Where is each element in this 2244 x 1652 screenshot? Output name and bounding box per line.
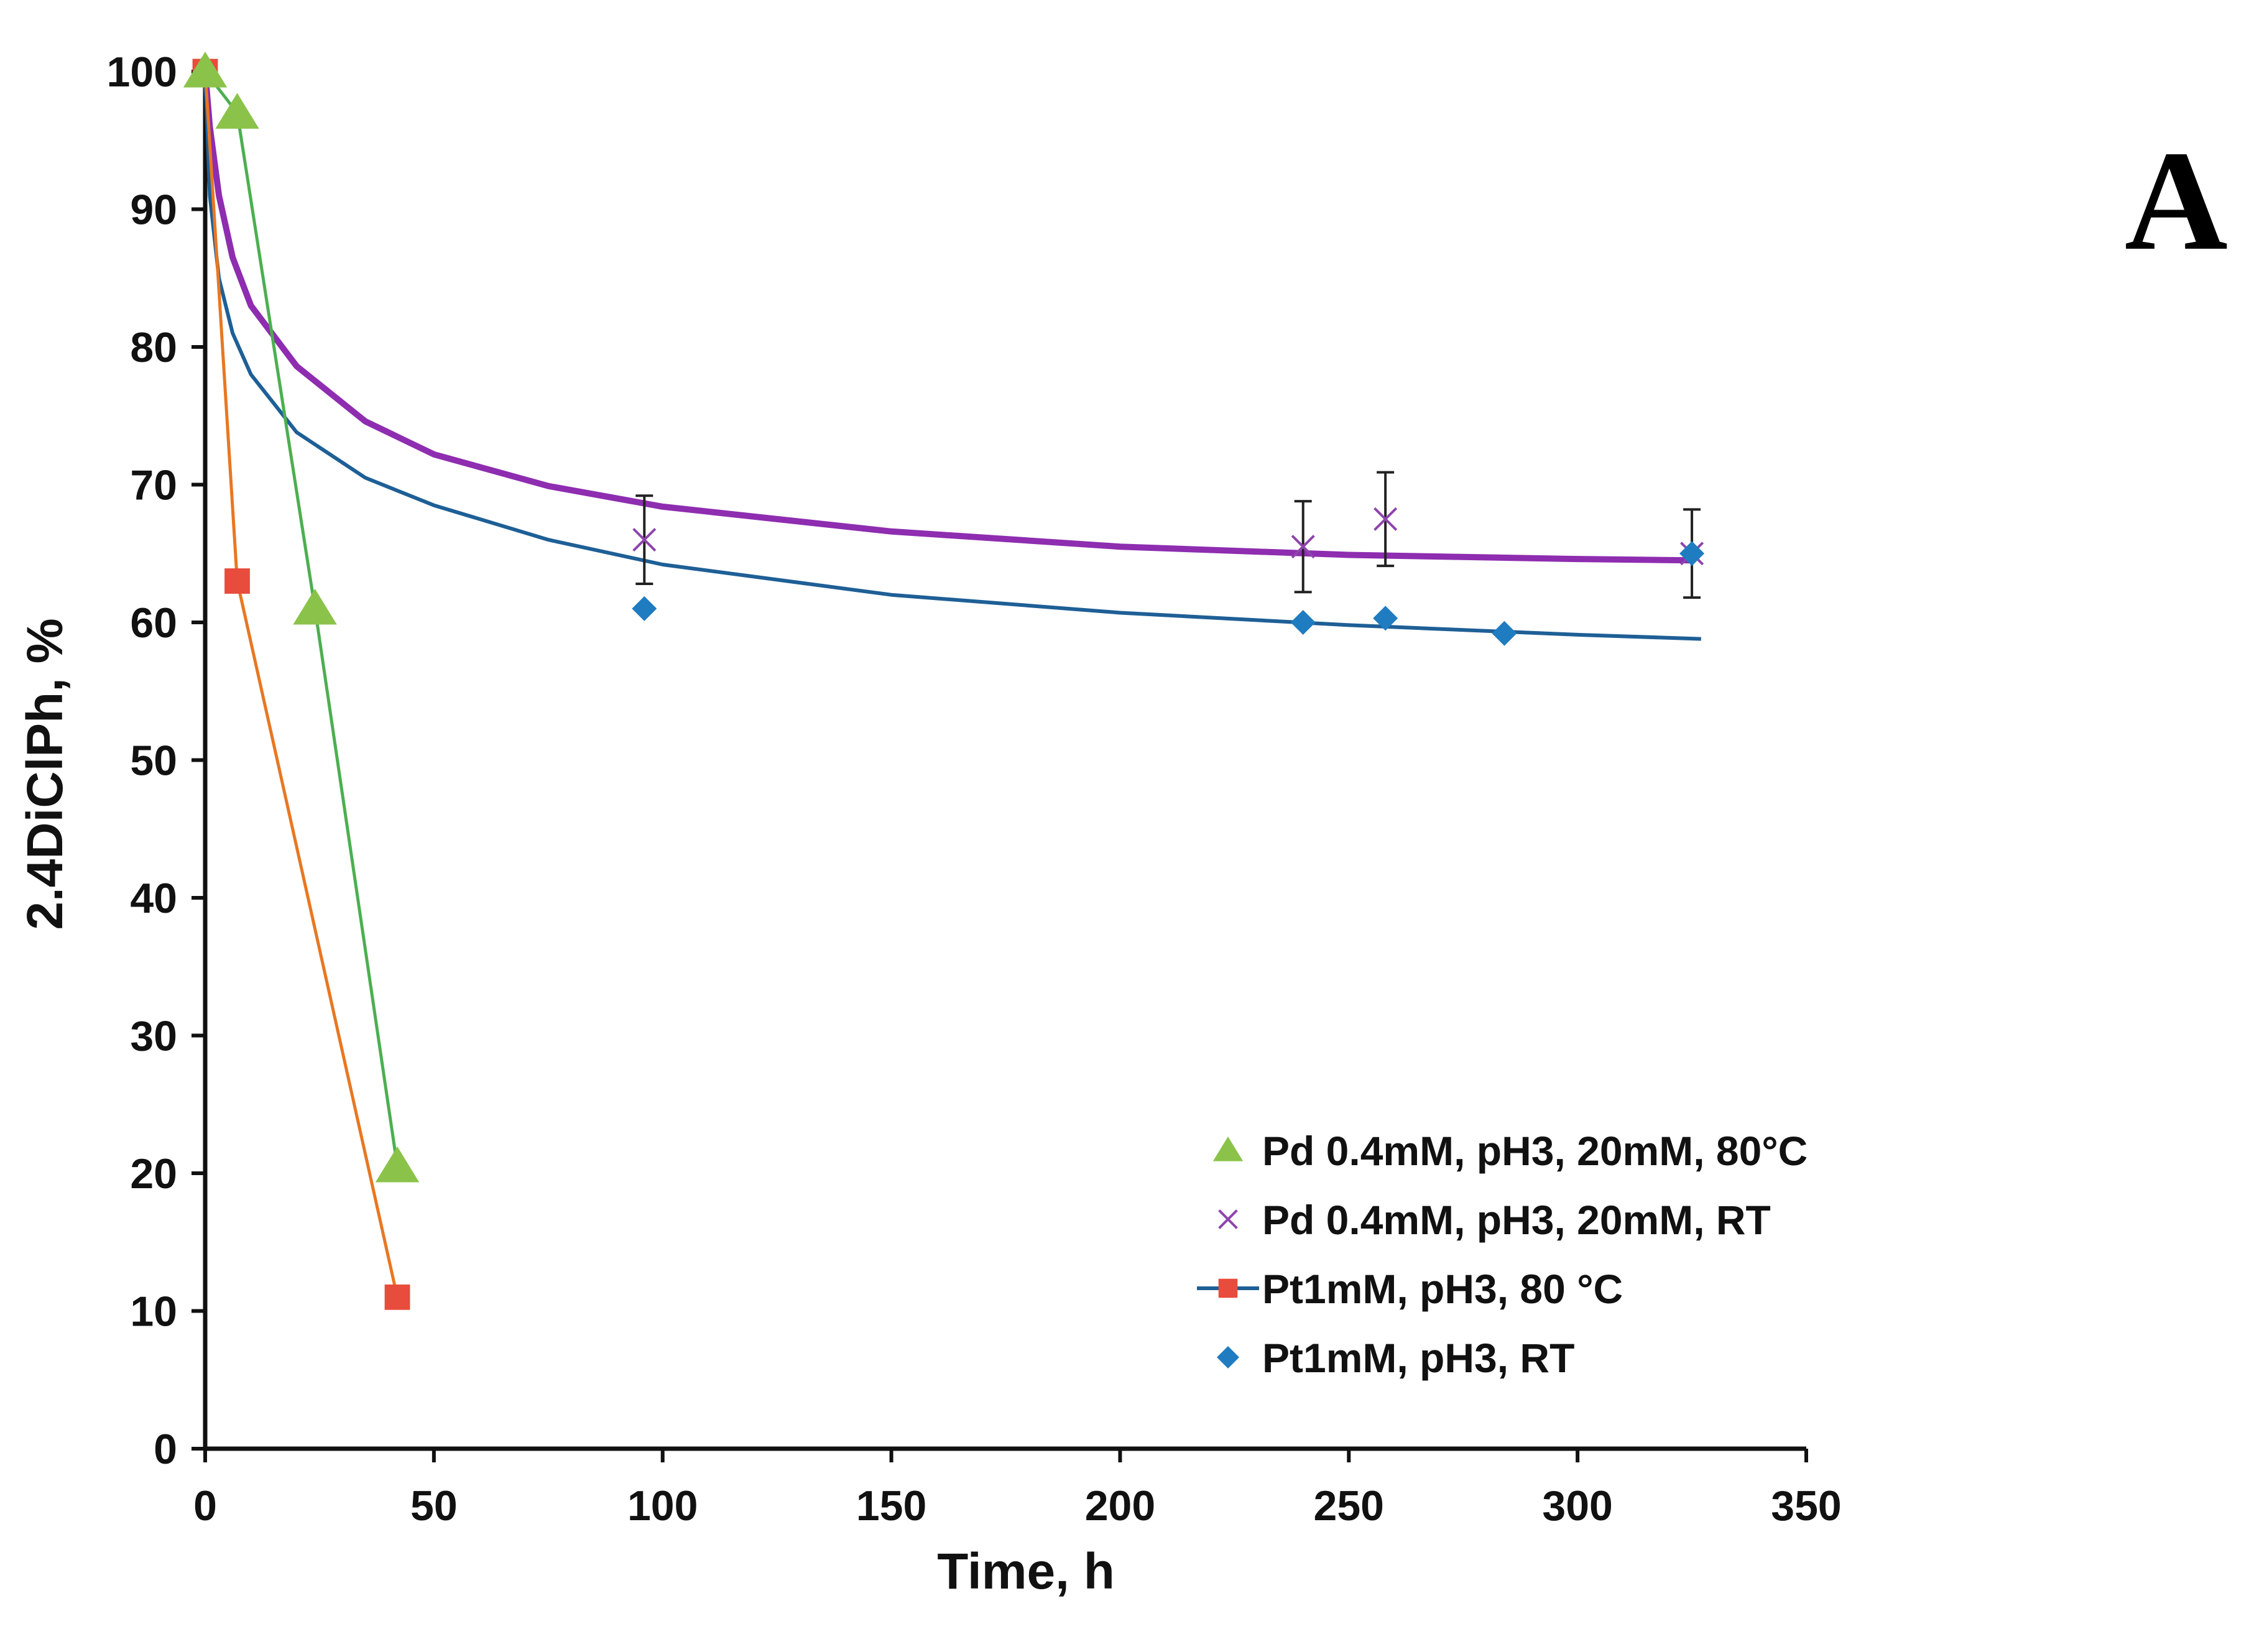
y-tick-label: 100 [107, 48, 177, 96]
legend-marker [1218, 1278, 1238, 1298]
x-marker-stroke [1291, 535, 1315, 559]
x-tick-label: 200 [1085, 1482, 1155, 1530]
data-markers [183, 52, 1705, 1310]
y-axis-title: 2.4DiClPh, % [17, 618, 73, 930]
fit-curve [203, 71, 1701, 641]
x-tick-label: 50 [410, 1482, 458, 1530]
y-tick-label: 20 [130, 1150, 177, 1197]
x-marker-stroke [632, 528, 657, 552]
data-point-diamond [1492, 621, 1517, 646]
y-tick-label: 10 [130, 1288, 177, 1336]
panel-letter: A [2125, 121, 2228, 280]
x-tick-label: 0 [193, 1482, 217, 1530]
fit-curves [202, 71, 1701, 641]
data-point-square [384, 1284, 410, 1310]
data-point-square [224, 568, 250, 594]
data-point-diamond [632, 596, 657, 621]
x-tick-label: 150 [856, 1482, 926, 1530]
axes: 0 50 100 150 200 250 300 350 0 10 20 30 40 50 60 70 80 90… [107, 48, 1842, 1530]
x-marker-stroke [1374, 507, 1398, 531]
legend-marker [1217, 1346, 1239, 1368]
legend-marker [1218, 1209, 1238, 1229]
data-point-triangle [293, 588, 337, 625]
x-tick-label: 100 [627, 1482, 698, 1530]
y-tick-label: 30 [130, 1013, 177, 1060]
x-tick-label: 250 [1314, 1482, 1384, 1530]
x-tick-label: 300 [1542, 1482, 1612, 1530]
error-bars [635, 471, 1701, 599]
legend-label: Pd 0.4mM, pH3, 20mM, RT [1262, 1197, 1771, 1243]
data-point-triangle [183, 52, 228, 88]
x-axis-title: Time, h [937, 1543, 1115, 1600]
y-tick-label: 60 [130, 599, 177, 647]
data-point-diamond [1290, 610, 1316, 635]
data-point-triangle [375, 1146, 420, 1183]
series-line [204, 70, 399, 1167]
x-marker-stroke [1218, 1209, 1238, 1229]
y-tick-label: 80 [130, 324, 177, 371]
fit-curve [202, 71, 1692, 564]
y-tick-label: 0 [154, 1426, 177, 1473]
data-point-x [632, 528, 657, 552]
legend-label: Pt1mM, pH3, 80 °C [1262, 1266, 1623, 1312]
data-point-x [1374, 507, 1398, 531]
y-tick-label: 40 [130, 875, 177, 922]
data-point-diamond [1679, 541, 1705, 566]
data-point-triangle [215, 93, 259, 129]
y-tick-label: 90 [130, 187, 177, 234]
y-tick-label: 70 [130, 462, 177, 509]
y-tick-label: 50 [130, 737, 177, 785]
legend: Pd 0.4mM, pH3, 20mM, 80°C Pd 0.4mM, pH3, … [1197, 1128, 1808, 1381]
legend-label: Pt1mM, pH3, RT [1262, 1335, 1574, 1381]
legend-marker [1212, 1137, 1244, 1161]
legend-label: Pd 0.4mM, pH3, 20mM, 80°C [1262, 1128, 1808, 1174]
data-point-x [1291, 535, 1315, 559]
x-tick-label: 350 [1771, 1482, 1841, 1530]
data-point-diamond [1373, 606, 1398, 631]
